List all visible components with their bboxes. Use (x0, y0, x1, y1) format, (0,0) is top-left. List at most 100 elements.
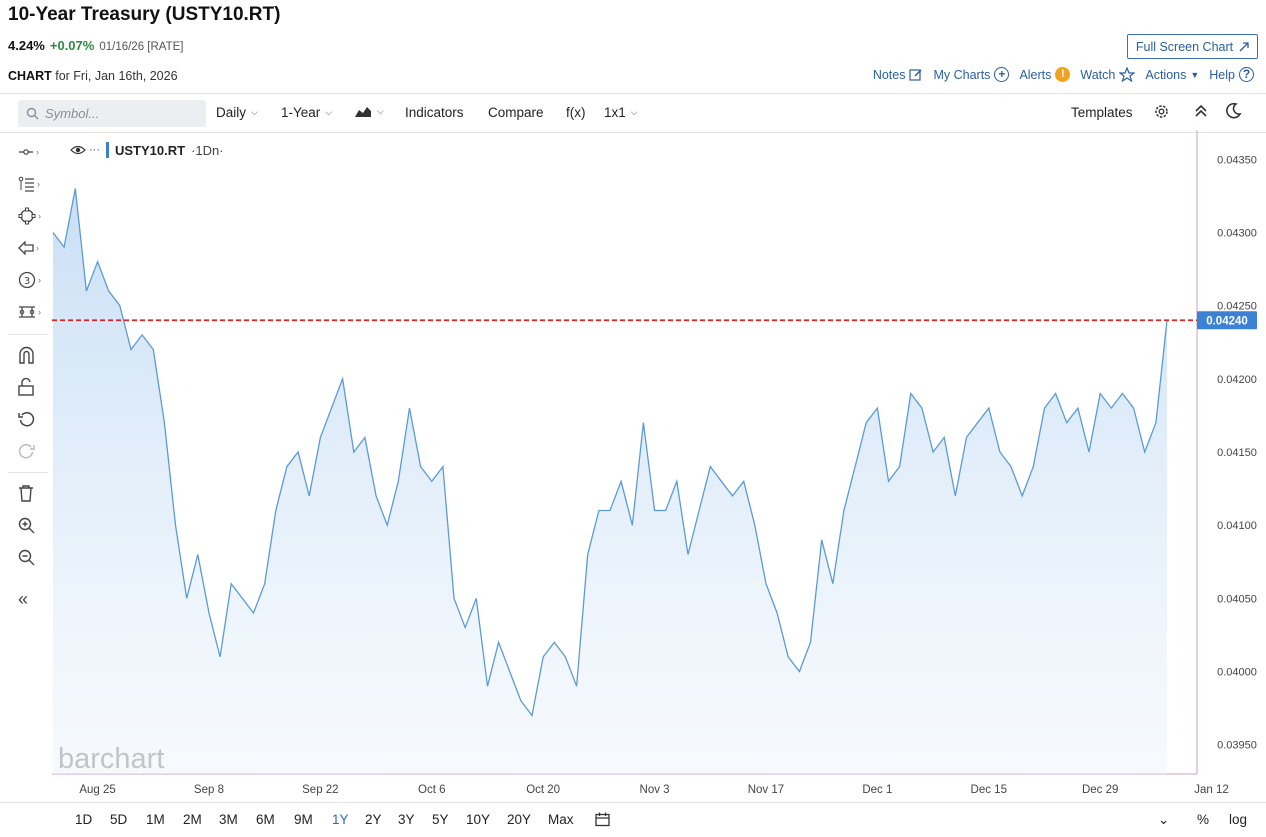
period-3y[interactable]: 3Y (398, 812, 415, 827)
page-title: 10-Year Treasury (USTY10.RT) (8, 4, 281, 25)
watch-label: Watch (1080, 67, 1116, 82)
more-options-icon[interactable]: ··· (89, 144, 100, 156)
indicators-button[interactable]: Indicators (405, 105, 464, 120)
measure-tool-button[interactable]: › (18, 300, 44, 324)
double-chevron-left-icon: « (18, 588, 29, 609)
toolbar-divider (8, 472, 48, 473)
layout-label: 1x1 (604, 105, 626, 120)
fib-tool-icon (18, 176, 34, 192)
price-chart[interactable]: 0.04350 0.04300 0.04250 0.04200 0.04150 0.041… (0, 130, 1266, 802)
interval-select[interactable]: Daily ⌵ (216, 105, 258, 120)
x-tick-label: Oct 20 (526, 784, 560, 796)
my-charts-label: My Charts (933, 67, 991, 82)
watch-link[interactable]: Watch (1080, 67, 1136, 82)
collapse-button[interactable] (1194, 103, 1208, 119)
settings-button[interactable] (1153, 103, 1170, 120)
zoom-out-button[interactable] (18, 545, 44, 569)
period-max[interactable]: Max (548, 812, 574, 827)
period-bar: 1D 5D 1M 2M 3M 6M 9M 1Y 2Y 3Y 5Y 10Y 20Y Max ⌄ % log (0, 802, 1266, 837)
fx-button[interactable]: f(x) (566, 105, 586, 120)
shape-tool-button[interactable]: › (18, 204, 44, 228)
zoom-out-icon (18, 549, 35, 565)
actions-menu[interactable]: Actions ▼ (1145, 68, 1199, 82)
chevron-down-icon: ⌵ (630, 107, 638, 117)
undo-icon (18, 411, 35, 426)
collapse-toolbar-button[interactable]: « (18, 587, 44, 611)
quote-meta: 01/16/26 [RATE] (99, 41, 184, 53)
notes-link[interactable]: Notes (873, 68, 924, 82)
percent-toggle[interactable]: % (1197, 812, 1210, 827)
quote-line: 4.24% +0.07% 01/16/26 [RATE] (8, 38, 184, 53)
period-10y[interactable]: 10Y (466, 812, 491, 827)
magnet-icon (19, 346, 34, 364)
period-2m[interactable]: 2M (183, 812, 202, 827)
toolbar-divider (8, 334, 48, 335)
period-3m[interactable]: 3M (219, 812, 238, 827)
lock-button[interactable] (18, 375, 44, 399)
zoom-in-button[interactable] (18, 513, 44, 537)
y-tick-label: 0.04300 (1217, 227, 1257, 239)
x-tick-label: Aug 25 (79, 784, 115, 796)
my-charts-link[interactable]: My Charts + (933, 67, 1010, 82)
period-9m[interactable]: 9M (294, 812, 313, 827)
alerts-link[interactable]: Alerts ! (1019, 67, 1071, 82)
arrow-tool-button[interactable]: › (18, 236, 44, 260)
expand-arrow-icon (1239, 41, 1249, 51)
period-2y[interactable]: 2Y (365, 812, 382, 827)
calendar-icon[interactable] (595, 812, 610, 827)
alerts-label: Alerts (1019, 67, 1052, 82)
chevron-down-icon: ⌵ (377, 106, 384, 116)
double-chevron-up-icon (1195, 104, 1207, 117)
period-1m[interactable]: 1M (146, 812, 165, 827)
alert-icon: ! (1055, 67, 1071, 82)
help-link[interactable]: Help ? (1209, 67, 1254, 82)
double-chevron-down-icon[interactable]: ⌄ (1158, 812, 1170, 827)
period-5d[interactable]: 5D (110, 812, 128, 827)
x-tick-label: Nov 17 (748, 784, 784, 796)
full-screen-chart-button[interactable]: Full Screen Chart (1127, 34, 1258, 59)
dark-mode-button[interactable] (1225, 102, 1242, 119)
search-icon (26, 107, 39, 120)
legend-symbol: USTY10.RT (115, 142, 186, 158)
numbered-circle-icon: 3 (18, 271, 36, 289)
trash-icon (19, 485, 33, 502)
star-icon (1119, 67, 1136, 82)
compare-button[interactable]: Compare (488, 105, 544, 120)
last-price: 4.24% (8, 38, 45, 53)
moon-icon (1226, 102, 1242, 119)
last-price-tag-text: 0.04240 (1206, 315, 1248, 327)
annotation-tool-button[interactable]: 3 › (18, 268, 44, 292)
undo-button[interactable] (18, 407, 44, 431)
chart-label: CHART (8, 69, 52, 83)
full-screen-label: Full Screen Chart (1135, 39, 1234, 54)
redo-button[interactable] (18, 439, 44, 463)
x-tick-label: Sep 22 (302, 784, 338, 796)
range-select[interactable]: 1-Year ⌵ (281, 105, 332, 120)
series-color-swatch (106, 142, 109, 158)
fib-tool-button[interactable]: › (18, 172, 44, 196)
log-toggle[interactable]: log (1229, 812, 1248, 827)
layout-select[interactable]: 1x1 ⌵ (604, 105, 638, 120)
period-20y[interactable]: 20Y (507, 812, 532, 827)
y-tick-label: 0.04200 (1217, 374, 1257, 386)
delete-button[interactable] (18, 481, 44, 505)
y-tick-label: 0.04350 (1217, 154, 1257, 166)
help-icon: ? (1239, 67, 1254, 82)
chart-date: CHART for Fri, Jan 16th, 2026 (8, 69, 178, 83)
price-change: +0.07% (49, 38, 95, 53)
y-tick-label: 0.04000 (1217, 667, 1257, 679)
period-1d[interactable]: 1D (75, 812, 93, 827)
period-1y[interactable]: 1Y (332, 812, 349, 827)
chart-type-select[interactable]: ⌵ (354, 105, 384, 118)
period-6m[interactable]: 6M (256, 812, 275, 827)
measure-tool-icon (19, 306, 35, 318)
eye-icon[interactable] (70, 145, 86, 155)
symbol-search[interactable]: Symbol... (18, 100, 206, 127)
range-label: 1-Year (281, 105, 321, 120)
period-5y[interactable]: 5Y (432, 812, 449, 827)
chart-for-text: for Fri, Jan 16th, 2026 (55, 69, 178, 83)
magnet-button[interactable] (18, 343, 44, 367)
last-price-tag: 0.04240 (1197, 311, 1257, 330)
templates-button[interactable]: Templates (1071, 105, 1133, 120)
line-tool-button[interactable]: › (18, 140, 44, 164)
